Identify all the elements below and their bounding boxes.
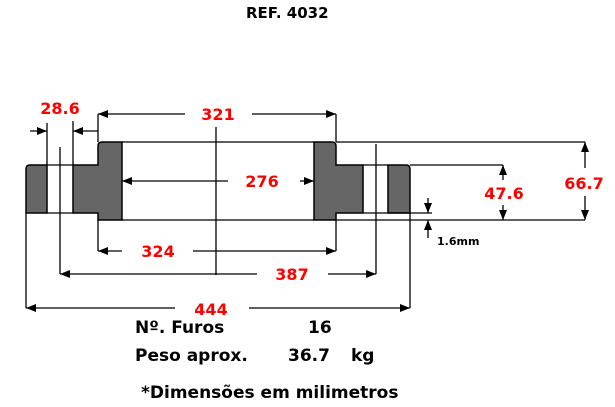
- weight-label: Peso aprox.: [135, 346, 248, 366]
- dim-hub: 324: [141, 242, 174, 261]
- dim-bolt-circle: 387: [275, 265, 308, 284]
- dim-raised-face-height: 1.6mm: [437, 235, 479, 248]
- dim-bore: 276: [245, 172, 278, 191]
- weight-value: 36.7: [288, 346, 330, 366]
- holes-value: 16: [308, 318, 332, 338]
- dim-total-height: 66.7: [564, 174, 603, 193]
- weight-unit: kg: [351, 346, 375, 366]
- dim-hole-diameter: 28.6: [40, 99, 79, 118]
- holes-label: Nº. Furos: [135, 318, 225, 338]
- drawing-title: REF. 4032: [246, 4, 329, 22]
- left-hub-section: [72, 141, 123, 221]
- dim-flange-thickness: 47.6: [484, 184, 523, 203]
- right-flange-outer: [387, 164, 411, 214]
- dim-raised-face: 321: [201, 105, 234, 124]
- dim-outside-diameter: 444: [194, 300, 227, 319]
- right-hub-section: [313, 141, 364, 221]
- units-note: *Dimensões em milimetros: [141, 383, 399, 403]
- left-flange-outer: [25, 164, 48, 214]
- dimension-lines: [25, 110, 589, 312]
